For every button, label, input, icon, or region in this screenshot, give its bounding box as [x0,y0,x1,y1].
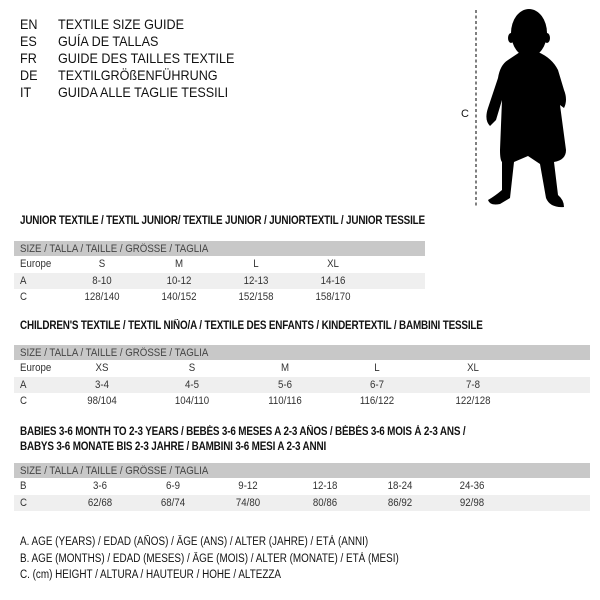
table-row: Europe S M L XL [14,256,425,273]
table-cell: 12-13 [243,274,269,287]
table-title: BABIES 3-6 MONTH TO 2-3 YEARS / BEBÉS 3-… [20,426,466,438]
size-header-label: SIZE / TALLA / TAILLE / GRÖSSE / TAGLIA [20,347,209,359]
table-cell: 158/170 [315,291,351,303]
table-cell: 116/122 [359,395,395,407]
table-cell: 68/74 [160,496,186,509]
language-code: EN [20,16,38,32]
table-cell: 128/140 [84,291,120,303]
table-cell: XS [95,362,109,374]
table-cell: 18-24 [387,480,413,492]
table-cell: 140/152 [161,291,197,303]
size-table: SIZE / TALLA / TAILLE / GRÖSSE / TAGLIA B… [14,463,590,511]
table-cell: 12-18 [312,480,338,492]
table-cell: 98/104 [87,395,117,407]
table-cell: 74/80 [235,496,261,509]
row-label: C [20,291,27,303]
table-cell: XL [327,258,339,270]
language-code: ES [20,33,37,49]
language-code: FR [20,50,37,66]
table-cell: 62/68 [87,496,113,509]
table-cell: 8-10 [92,274,112,287]
row-label: Europe [20,362,52,374]
table-row: C 98/104 104/110 110/116 116/122 122/128 [14,393,590,410]
language-title: GUIDA ALLE TAGLIE TESSILI [58,84,229,100]
legend-item: B. AGE (MONTHS) / EDAD (MESES) / ÂGE (MO… [20,552,399,565]
table-title: BABYS 3-6 MONATE BIS 2-3 JAHRE / BAMBINI… [20,441,327,453]
row-label: C [20,496,27,509]
table-cell: 9-12 [238,480,258,492]
size-header-row: SIZE / TALLA / TAILLE / GRÖSSE / TAGLIA [14,463,590,478]
table-cell: S [98,258,106,270]
table-cell: L [253,258,259,270]
row-label: C [20,395,27,407]
table-title: CHILDREN'S TEXTILE / TEXTIL NIÑO/A / TEX… [20,320,483,332]
table-cell: 86/92 [387,496,413,509]
size-header-label: SIZE / TALLA / TAILLE / GRÖSSE / TAGLIA [20,243,209,255]
table-cell: 152/158 [238,291,274,303]
language-title: GUIDE DES TAILLES TEXTILE [58,50,235,66]
size-header-row: SIZE / TALLA / TAILLE / GRÖSSE / TAGLIA [14,345,590,360]
size-header-row: SIZE / TALLA / TAILLE / GRÖSSE / TAGLIA [14,241,425,256]
table-row: A 8-10 10-12 12-13 14-16 [14,272,425,289]
table-cell: XL [467,362,479,374]
table-cell: 10-12 [166,274,192,287]
table-cell: 24-36 [459,480,485,492]
table-cell: 80/86 [312,496,338,509]
language-code: DE [20,67,38,83]
table-title: JUNIOR TEXTILE / TEXTIL JUNIOR/ TEXTILE … [20,215,425,227]
table-row: Europe XS S M L XL [14,360,590,377]
table-row: C 128/140 140/152 152/158 158/170 [14,289,425,306]
table-cell: 7-8 [466,378,480,391]
child-silhouette-icon [475,9,566,208]
size-table: SIZE / TALLA / TAILLE / GRÖSSE / TAGLIA E… [14,345,590,410]
language-title: TEXTILE SIZE GUIDE [58,16,185,32]
size-table: SIZE / TALLA / TAILLE / GRÖSSE / TAGLIA E… [14,241,425,306]
language-title: TEXTILGRÖßENFÜHRUNG [58,67,218,83]
size-header-label: SIZE / TALLA / TAILLE / GRÖSSE / TAGLIA [20,465,209,477]
language-title: GUÍA DE TALLAS [58,33,159,49]
table-cell: L [374,362,380,374]
row-label: A [20,274,27,287]
table-row: B 3-6 6-9 9-12 12-18 18-24 24-36 [14,478,590,495]
row-label: A [20,378,27,391]
child-figure: C [440,0,600,215]
row-label: Europe [20,258,52,270]
table-cell: 6-9 [166,480,180,492]
table-cell: 122/128 [455,395,491,407]
table-cell: 110/116 [268,395,302,407]
table-cell: 6-7 [370,378,384,391]
table-row: A 3-4 4-5 5-6 6-7 7-8 [14,376,590,393]
table-cell: 4-5 [185,378,199,391]
table-cell: 92/98 [459,496,485,509]
table-cell: 14-16 [320,274,346,287]
table-cell: M [174,258,184,270]
height-measure-label: C [461,108,469,120]
table-cell: S [188,362,196,374]
table-cell: 3-6 [93,480,107,492]
row-label: B [20,480,27,492]
table-row: C 62/68 68/74 74/80 80/86 86/92 92/98 [14,494,590,511]
table-cell: M [280,362,290,374]
language-code: IT [20,84,32,100]
legend-item: C. (cm) HEIGHT / ALTURA / HAUTEUR / HÖHE… [20,569,282,581]
table-cell: 3-4 [95,378,109,391]
table-cell: 104/110 [174,395,210,407]
table-cell: 5-6 [278,378,292,391]
legend-item: A. AGE (YEARS) / EDAD (AÑOS) / ÂGE (ANS)… [20,536,369,548]
